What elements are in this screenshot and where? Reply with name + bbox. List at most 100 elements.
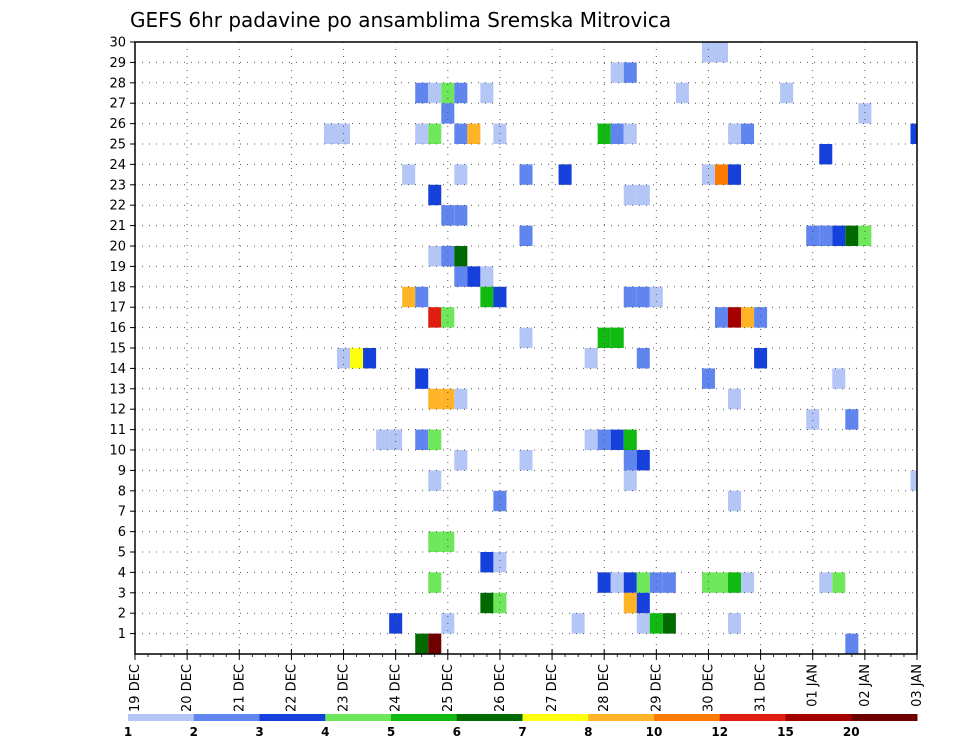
data-cell	[623, 123, 637, 144]
grid-lines	[135, 42, 917, 654]
y-tick-label: 29	[109, 56, 126, 71]
data-cell	[519, 164, 533, 185]
data-cell	[845, 633, 859, 654]
data-cell	[428, 470, 442, 491]
y-tick-label: 20	[109, 240, 126, 255]
data-cell	[428, 184, 442, 206]
data-cell	[910, 123, 917, 144]
y-tick-label: 19	[109, 260, 126, 275]
data-cell	[428, 531, 442, 552]
colorbar-segment	[785, 714, 852, 721]
data-cell	[493, 552, 507, 573]
colorbar-segment	[325, 714, 392, 721]
y-tick-label: 4	[118, 566, 126, 581]
data-cell	[519, 450, 533, 471]
colorbar-label: 7	[518, 725, 526, 739]
x-tick-label: 29 DEC	[649, 664, 664, 712]
data-cell	[728, 572, 742, 593]
data-cell	[610, 572, 624, 593]
y-tick-label: 9	[118, 464, 126, 479]
data-cell	[714, 307, 729, 328]
y-tick-label: 28	[109, 76, 126, 91]
data-cell	[714, 164, 729, 185]
data-cell	[480, 592, 494, 614]
data-cell	[597, 429, 611, 450]
data-cell	[415, 286, 429, 308]
data-cell	[636, 592, 650, 614]
data-cell	[584, 429, 598, 450]
data-cell	[623, 286, 637, 308]
data-cell	[597, 327, 611, 348]
data-cell	[363, 348, 377, 369]
colorbar-label: 5	[387, 725, 395, 739]
colorbar: 1 2 3 4 5 6 7 8 10 12 15 20	[124, 714, 918, 739]
y-axis: 1234567891011121314151617181920212223242…	[109, 36, 135, 642]
data-cell	[480, 82, 494, 104]
data-cell	[610, 327, 624, 348]
data-cell	[454, 246, 468, 267]
y-tick-label: 15	[109, 342, 126, 357]
x-tick-label: 28 DEC	[597, 664, 612, 712]
colorbar-label: 8	[584, 725, 592, 739]
data-cell	[636, 613, 650, 634]
y-tick-label: 26	[109, 117, 126, 132]
data-cell	[649, 572, 663, 593]
data-cell	[454, 266, 468, 287]
x-tick-label: 21 DEC	[232, 664, 247, 712]
colorbar-segment	[193, 714, 260, 721]
data-cell	[610, 123, 624, 144]
data-cell	[323, 123, 338, 144]
x-tick-label: 25 DEC	[441, 664, 456, 712]
colorbar-segment	[719, 714, 786, 721]
data-cell	[636, 286, 650, 308]
data-cell	[910, 470, 917, 491]
data-cell	[519, 225, 533, 246]
y-tick-label: 25	[109, 138, 126, 153]
colorbar-segment	[522, 714, 589, 721]
data-cell	[819, 572, 833, 593]
colorbar-label: 1	[124, 725, 132, 739]
colorbar-label: 3	[255, 725, 263, 739]
data-cell	[636, 450, 650, 471]
data-cell	[480, 552, 494, 573]
data-cell	[428, 429, 442, 450]
x-axis: 19 DEC 20 DEC 21 DEC 22 DEC 23 DEC 24 DEC 25 D…	[128, 649, 925, 712]
data-cell	[441, 205, 455, 226]
data-cell	[623, 592, 637, 614]
data-cell	[480, 286, 494, 308]
data-cell	[728, 307, 742, 328]
data-cell	[728, 490, 742, 512]
y-tick-label: 21	[109, 219, 126, 234]
data-cell	[728, 613, 742, 634]
data-cell	[714, 42, 729, 63]
x-tick-label: 19 DEC	[128, 664, 143, 712]
data-cell	[558, 164, 572, 185]
data-cell	[428, 633, 442, 654]
y-tick-label: 18	[109, 280, 126, 295]
colorbar-segment	[259, 714, 326, 721]
data-cell	[741, 307, 755, 328]
data-cell	[701, 164, 715, 185]
data-cell	[415, 429, 429, 450]
data-cell	[597, 572, 611, 593]
data-cell	[662, 572, 676, 593]
data-cell	[441, 103, 455, 124]
data-cell	[714, 572, 729, 593]
x-tick-label: 03 JAN	[910, 664, 925, 707]
x-tick-label: 30 DEC	[701, 664, 716, 712]
data-cell	[806, 225, 820, 246]
x-tick-label: 02 JAN	[858, 664, 873, 707]
data-cell	[728, 164, 742, 185]
colorbar-label: 4	[321, 725, 329, 739]
data-cell	[428, 246, 442, 267]
y-tick-label: 27	[109, 97, 126, 112]
y-tick-label: 6	[118, 525, 126, 540]
y-tick-label: 1	[118, 627, 126, 642]
y-tick-label: 7	[118, 505, 126, 520]
data-cell	[454, 450, 468, 471]
data-cell	[741, 572, 755, 593]
data-cell	[649, 286, 663, 308]
y-tick-label: 17	[109, 301, 126, 316]
colorbar-segment	[456, 714, 523, 721]
data-cell	[415, 82, 429, 104]
